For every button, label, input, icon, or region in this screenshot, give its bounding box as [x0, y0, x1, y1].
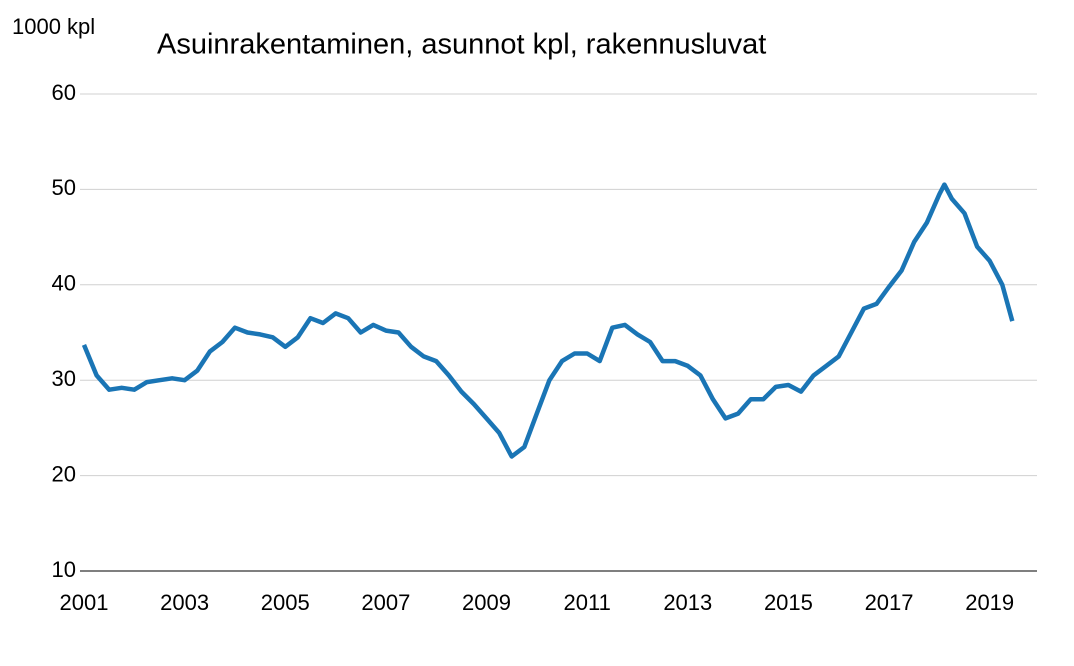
x-tick-label: 2007: [361, 590, 410, 615]
chart-title: Asuinrakentaminen, asunnot kpl, rakennus…: [157, 29, 766, 61]
y-tick-label: 50: [52, 175, 76, 200]
x-tick-label: 2009: [462, 590, 511, 615]
y-axis-label: 1000 kpl: [12, 14, 95, 39]
x-tick-label: 2001: [60, 590, 109, 615]
x-tick-label: 2005: [261, 590, 310, 615]
x-tick-label: 2013: [663, 590, 712, 615]
x-tick-label: 2017: [865, 590, 914, 615]
x-tick-label: 2003: [160, 590, 209, 615]
y-tick-label: 40: [52, 271, 76, 296]
y-tick-label: 10: [52, 557, 76, 582]
data-line: [81, 182, 1015, 459]
y-tick-label: 60: [52, 80, 76, 105]
y-tick-label: 20: [52, 461, 76, 486]
x-tick-label: 2011: [564, 590, 611, 615]
x-tick-label: 2015: [764, 590, 813, 615]
x-tick-label: 2019: [965, 590, 1014, 615]
y-tick-label: 30: [52, 366, 76, 391]
